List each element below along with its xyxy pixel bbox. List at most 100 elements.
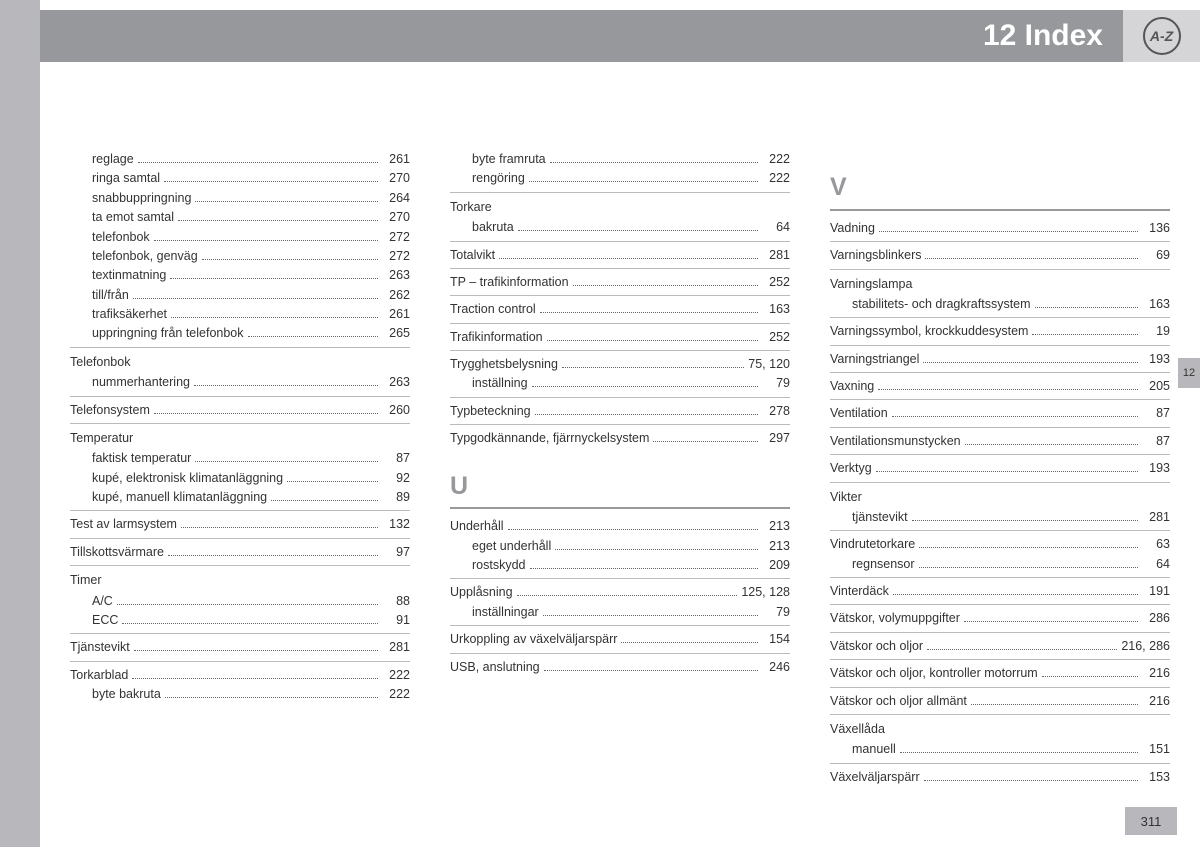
index-entry-page: 216 bbox=[1142, 692, 1170, 711]
group-rule bbox=[830, 399, 1170, 400]
index-entry-page: 191 bbox=[1142, 582, 1170, 601]
index-entry-label: stabilitets- och dragkraftssystem bbox=[852, 295, 1031, 314]
group-rule bbox=[450, 295, 790, 296]
leader-dots bbox=[547, 340, 758, 341]
leader-dots bbox=[168, 555, 378, 556]
index-entry-page: 89 bbox=[382, 488, 410, 507]
leader-dots bbox=[499, 258, 758, 259]
index-heading: Timer bbox=[70, 570, 410, 591]
index-entry-label: Verktyg bbox=[830, 459, 872, 478]
leader-dots bbox=[919, 547, 1138, 548]
index-entry-page: 270 bbox=[382, 208, 410, 227]
index-entry-label: Trygghetsbelysning bbox=[450, 355, 558, 374]
index-entry: Varningsblinkers69 bbox=[830, 246, 1170, 265]
group-rule bbox=[830, 632, 1170, 633]
index-entry-label: eget underhåll bbox=[472, 537, 551, 556]
leader-dots bbox=[517, 595, 738, 596]
group-rule bbox=[830, 317, 1170, 318]
index-entry-page: 272 bbox=[382, 228, 410, 247]
index-entry-label: bakruta bbox=[472, 218, 514, 237]
group-rule bbox=[450, 625, 790, 626]
index-entry: kupé, elektronisk klimatanläggning92 bbox=[70, 469, 410, 488]
index-entry-label: Vätskor, volymuppgifter bbox=[830, 609, 960, 628]
index-entry: Test av larmsystem 132 bbox=[70, 515, 410, 534]
index-entry: A/C88 bbox=[70, 592, 410, 611]
leader-dots bbox=[893, 594, 1138, 595]
index-entry-page: 213 bbox=[762, 517, 790, 536]
index-entry-label: snabbuppringning bbox=[92, 189, 191, 208]
section-letter: U bbox=[450, 467, 790, 506]
leader-dots bbox=[900, 752, 1138, 753]
leader-dots bbox=[878, 389, 1138, 390]
index-entry: textinmatning263 bbox=[70, 266, 410, 285]
leader-dots bbox=[164, 181, 378, 182]
index-entry-label: ringa samtal bbox=[92, 169, 160, 188]
leader-dots bbox=[555, 549, 758, 550]
leader-dots bbox=[540, 312, 758, 313]
side-tab: 12 bbox=[1178, 358, 1200, 388]
leader-dots bbox=[919, 567, 1138, 568]
index-entry-page: 261 bbox=[382, 150, 410, 169]
index-entry: manuell151 bbox=[830, 740, 1170, 759]
index-entry-label: A/C bbox=[92, 592, 113, 611]
group-rule bbox=[830, 763, 1170, 764]
index-entry-label: regnsensor bbox=[852, 555, 915, 574]
index-content: reglage261ringa samtal270snabbuppringnin… bbox=[70, 150, 1170, 787]
leader-dots bbox=[178, 220, 378, 221]
index-entry: Traction control163 bbox=[450, 300, 790, 319]
index-entry-label: Test av larmsystem bbox=[70, 515, 177, 534]
section-rule bbox=[450, 507, 790, 509]
index-entry-label: telefonbok bbox=[92, 228, 150, 247]
group-rule bbox=[830, 345, 1170, 346]
index-entry: ringa samtal270 bbox=[70, 169, 410, 188]
index-entry-label: kupé, manuell klimatanläggning bbox=[92, 488, 267, 507]
leader-dots bbox=[508, 529, 758, 530]
index-entry: Typgodkännande, fjärrnyckelsystem297 bbox=[450, 429, 790, 448]
index-entry: TP – trafikinformation252 bbox=[450, 273, 790, 292]
group-rule bbox=[70, 396, 410, 397]
group-rule bbox=[450, 350, 790, 351]
index-entry: nummerhantering263 bbox=[70, 373, 410, 392]
index-entry-page: 193 bbox=[1142, 459, 1170, 478]
index-entry: uppringning från telefonbok265 bbox=[70, 324, 410, 343]
leader-dots bbox=[170, 278, 378, 279]
index-entry-label: kupé, elektronisk klimatanläggning bbox=[92, 469, 283, 488]
group-rule bbox=[70, 510, 410, 511]
index-entry-label: Varningstriangel bbox=[830, 350, 919, 369]
group-rule bbox=[450, 192, 790, 193]
leader-dots bbox=[550, 162, 758, 163]
leader-dots bbox=[195, 201, 378, 202]
index-entry-page: 132 bbox=[382, 515, 410, 534]
group-rule bbox=[70, 633, 410, 634]
leader-dots bbox=[879, 231, 1138, 232]
index-entry-page: 265 bbox=[382, 324, 410, 343]
index-entry: Upplåsning125, 128 bbox=[450, 583, 790, 602]
index-entry-page: 252 bbox=[762, 328, 790, 347]
index-entry: Typbeteckning278 bbox=[450, 402, 790, 421]
index-entry-page: 252 bbox=[762, 273, 790, 292]
az-badge-box: A-Z bbox=[1123, 10, 1200, 62]
group-rule bbox=[830, 530, 1170, 531]
group-rule bbox=[450, 241, 790, 242]
index-entry: Växelväljarspärr153 bbox=[830, 768, 1170, 787]
leader-dots bbox=[181, 527, 378, 528]
leader-dots bbox=[543, 615, 758, 616]
index-entry: trafiksäkerhet261 bbox=[70, 305, 410, 324]
index-entry: telefonbok 272 bbox=[70, 228, 410, 247]
index-entry: USB, anslutning246 bbox=[450, 658, 790, 677]
leader-dots bbox=[971, 704, 1138, 705]
index-entry-page: 222 bbox=[382, 685, 410, 704]
index-entry-page: 163 bbox=[1142, 295, 1170, 314]
index-entry-label: Ventilation bbox=[830, 404, 888, 423]
leader-dots bbox=[154, 413, 378, 414]
leader-dots bbox=[134, 650, 378, 651]
leader-dots bbox=[165, 697, 378, 698]
group-rule bbox=[830, 577, 1170, 578]
group-rule bbox=[830, 482, 1170, 483]
index-entry: Vinterdäck191 bbox=[830, 582, 1170, 601]
index-entry: Ventilation87 bbox=[830, 404, 1170, 423]
index-entry: eget underhåll213 bbox=[450, 537, 790, 556]
index-entry-label: manuell bbox=[852, 740, 896, 759]
index-entry: rengöring222 bbox=[450, 169, 790, 188]
group-rule bbox=[830, 687, 1170, 688]
